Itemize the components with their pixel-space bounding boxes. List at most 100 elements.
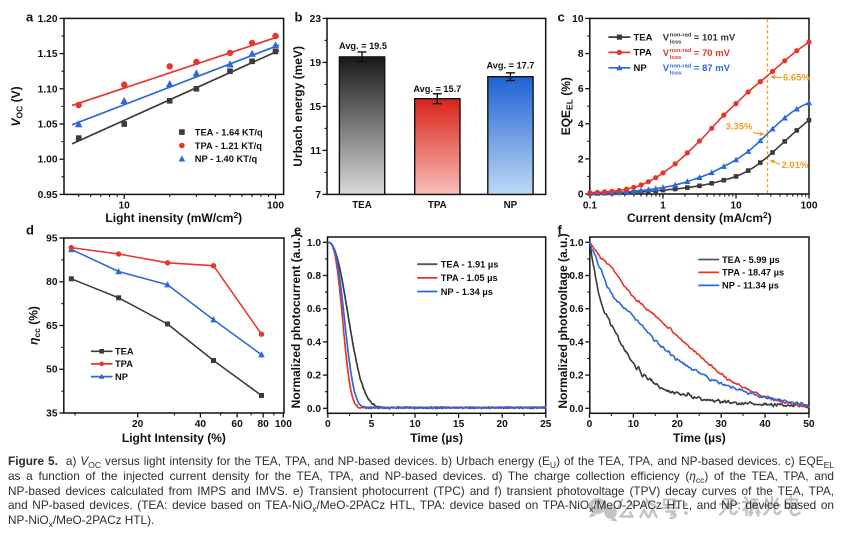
svg-text:80: 80: [258, 419, 270, 430]
svg-text:Time (µs): Time (µs): [410, 431, 463, 445]
svg-text:50: 50: [46, 365, 58, 376]
svg-text:1.0: 1.0: [569, 238, 583, 249]
svg-text:11: 11: [310, 146, 321, 157]
svg-text:Avg. = 17.7: Avg. = 17.7: [486, 60, 534, 70]
svg-text:Normalized photocurrent (a.u.): Normalized photocurrent (a.u.): [289, 234, 303, 409]
svg-text:0.0: 0.0: [307, 404, 321, 415]
svg-text:non-rad: non-rad: [670, 33, 692, 39]
svg-text:40: 40: [195, 419, 207, 430]
svg-text:loss: loss: [670, 70, 682, 76]
svg-text:30: 30: [715, 419, 727, 430]
svg-text:ηcc (%): ηcc (%): [27, 306, 43, 345]
svg-text:23: 23: [310, 14, 322, 25]
svg-text:0.4: 0.4: [307, 337, 321, 348]
svg-text:TEA - 1.91 µs: TEA - 1.91 µs: [441, 260, 499, 270]
svg-text:NP - 1.34 µs: NP - 1.34 µs: [441, 287, 493, 297]
svg-text:TEA - 5.99 µs: TEA - 5.99 µs: [722, 255, 780, 265]
svg-text:d: d: [26, 223, 34, 238]
svg-text:Light inensity (mW/cm2): Light inensity (mW/cm2): [105, 210, 242, 225]
svg-text:TEA: TEA: [115, 347, 134, 357]
svg-text:VOC (V): VOC (V): [9, 86, 25, 126]
svg-text:TPA - 18.47 µs: TPA - 18.47 µs: [722, 268, 784, 278]
svg-text:TEA: TEA: [352, 200, 372, 211]
svg-text:19: 19: [310, 58, 322, 69]
svg-text:V: V: [663, 33, 670, 44]
svg-text:0.4: 0.4: [569, 337, 583, 348]
svg-text:100: 100: [801, 201, 818, 212]
svg-text:4: 4: [578, 119, 584, 130]
svg-text:0.2: 0.2: [569, 371, 583, 382]
svg-text:NP: NP: [115, 372, 128, 382]
svg-text:1.10: 1.10: [38, 84, 58, 95]
svg-text:NP: NP: [504, 200, 518, 211]
svg-text:0.8: 0.8: [569, 271, 583, 282]
svg-text:Avg. = 15.7: Avg. = 15.7: [413, 84, 461, 94]
svg-text:1: 1: [660, 201, 666, 212]
svg-text:Light Intensity (%): Light Intensity (%): [122, 431, 226, 445]
svg-text:1.0: 1.0: [307, 238, 321, 249]
svg-text:= 70 mV: = 70 mV: [694, 48, 731, 59]
svg-text:100: 100: [275, 419, 292, 430]
svg-text:= 101 mV: = 101 mV: [694, 33, 736, 44]
svg-text:non-rad: non-rad: [670, 63, 692, 69]
svg-text:NP: NP: [634, 63, 648, 74]
svg-text:V: V: [663, 63, 670, 74]
svg-text:1.00: 1.00: [38, 155, 58, 166]
svg-text:0: 0: [587, 419, 593, 430]
svg-text:20: 20: [672, 419, 684, 430]
svg-text:3.35%: 3.35%: [726, 122, 753, 133]
svg-text:0.2: 0.2: [307, 371, 321, 382]
svg-text:0.8: 0.8: [307, 271, 321, 282]
svg-text:NP - 11.34 µs: NP - 11.34 µs: [722, 281, 779, 291]
svg-text:95: 95: [46, 234, 58, 245]
svg-text:loss: loss: [670, 55, 682, 61]
svg-text:20: 20: [132, 419, 144, 430]
svg-text:35: 35: [46, 409, 58, 420]
svg-text:TPA - 1.05 µs: TPA - 1.05 µs: [441, 273, 498, 283]
svg-text:TEA - 1.64 KT/q: TEA - 1.64 KT/q: [195, 127, 263, 137]
svg-text:e: e: [294, 223, 301, 238]
svg-text:1.20: 1.20: [38, 14, 58, 25]
svg-text:2.01%: 2.01%: [782, 160, 809, 171]
svg-text:100: 100: [267, 201, 284, 212]
svg-text:1.05: 1.05: [38, 120, 58, 131]
svg-text:NP - 1.40 KT/q: NP - 1.40 KT/q: [195, 154, 258, 164]
svg-text:10: 10: [572, 14, 584, 25]
svg-text:= 87 mV: = 87 mV: [694, 63, 731, 74]
svg-text:non-rad: non-rad: [670, 48, 692, 54]
svg-text:60: 60: [231, 419, 243, 430]
svg-text:a: a: [26, 10, 34, 25]
svg-text:20: 20: [497, 419, 509, 430]
svg-text:V: V: [663, 48, 670, 59]
svg-text:0.95: 0.95: [38, 190, 58, 201]
svg-text:loss: loss: [670, 40, 682, 46]
svg-text:10: 10: [628, 419, 640, 430]
svg-text:Avg. = 19.5: Avg. = 19.5: [339, 41, 387, 51]
svg-text:f: f: [558, 223, 563, 238]
svg-text:TPA - 1.21 KT/q: TPA - 1.21 KT/q: [195, 141, 262, 151]
svg-text:EQEEL (%): EQEEL (%): [559, 77, 575, 135]
svg-text:Time (µs): Time (µs): [673, 431, 726, 445]
svg-text:2: 2: [578, 154, 584, 165]
svg-text:7: 7: [315, 190, 321, 201]
svg-text:15: 15: [453, 419, 465, 430]
svg-text:0.1: 0.1: [583, 201, 597, 212]
svg-text:0: 0: [325, 419, 331, 430]
svg-text:8: 8: [578, 49, 584, 60]
svg-text:TEA: TEA: [634, 32, 653, 43]
svg-text:10: 10: [730, 201, 742, 212]
svg-text:0.6: 0.6: [569, 304, 583, 315]
svg-text:80: 80: [46, 277, 58, 288]
svg-text:Current density (mA/cm2): Current density (mA/cm2): [627, 210, 772, 225]
svg-text:TPA: TPA: [634, 48, 652, 59]
svg-text:40: 40: [759, 419, 771, 430]
svg-text:10: 10: [409, 419, 421, 430]
svg-text:6.65%: 6.65%: [783, 73, 810, 84]
svg-text:50: 50: [803, 419, 815, 430]
svg-text:1.15: 1.15: [38, 49, 58, 60]
svg-text:TPA: TPA: [428, 200, 447, 211]
svg-text:0.0: 0.0: [569, 404, 583, 415]
svg-text:25: 25: [540, 419, 552, 430]
svg-text:b: b: [295, 10, 303, 25]
svg-text:10: 10: [119, 201, 131, 212]
